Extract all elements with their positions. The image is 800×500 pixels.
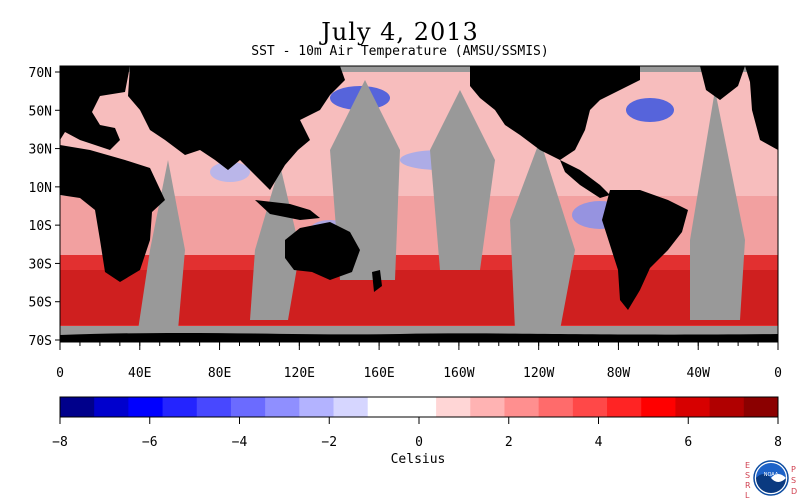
colorbar-tick-label: 2 [505,435,513,450]
lon-tick-label: 120W [523,366,554,381]
figure-title: July 4, 2013 [321,18,479,46]
land-greenland [700,66,745,100]
colorbar-cell [367,397,403,417]
latitude-axis: 70N 50N 30N 10N 10S 30S 50S 70S [29,66,61,349]
colorbar-cell [607,397,642,417]
colorbar-tick-label: −4 [232,435,248,450]
nodata-swath [690,90,745,320]
lon-tick-label: 40W [686,366,710,381]
colorbar: −8 −6 −4 −2 0 2 4 6 8 [52,396,782,450]
logo-letter-s: S [745,471,750,480]
colorbar-cell [675,397,711,417]
colorbar-cell [94,397,129,417]
nodata-swath [430,90,495,270]
longitude-axis: 0 40E 80E 120E 160E 160W 120W 80W 40W 0 [56,342,782,381]
land-south-america [602,190,688,310]
colorbar-tick-label: 8 [774,435,782,450]
noaa-seal-text: NOAA [764,472,779,478]
lat-tick-label: 50S [29,296,52,311]
land-central-america [560,160,610,198]
lon-tick-label: 80W [607,366,631,381]
colorbar-cell [743,397,779,417]
lat-tick-label: 10S [29,219,52,234]
nodata-swath [510,140,575,330]
colorbar-cell [504,397,540,417]
lon-tick-label: 80E [208,366,231,381]
lat-tick-label: 70N [29,66,52,81]
figure-subtitle: SST - 10m Air Temperature (AMSU/SSMIS) [251,44,549,59]
colorbar-cell [196,397,232,417]
colorbar-cell [436,397,471,417]
colorbar-cell [470,397,505,417]
colorbar-cell [162,397,198,417]
colorbar-cell [333,397,369,417]
logo-letter-r: R [745,481,751,490]
colorbar-cell [641,397,676,417]
lon-tick-label: 120E [284,366,315,381]
map-panel [59,65,779,343]
lon-tick-label: 0 [56,366,64,381]
cold-anomaly-patch [210,162,250,182]
colorbar-cell [709,397,745,417]
colorbar-cell [401,397,437,417]
colorbar-cell [572,397,608,417]
colorbar-cell [60,397,95,417]
lat-tick-label: 30N [29,143,52,158]
colorbar-label: Celsius [390,452,446,467]
colorbar-tick-label: −6 [142,435,158,450]
noaa-esrl-logo: E S R L P S D NOAA [745,460,797,500]
land-africa [60,145,165,282]
colorbar-tick-label: −2 [321,435,337,450]
colorbar-cell [128,397,164,417]
land-europe [60,66,130,150]
colorbar-cell [538,397,574,417]
logo-letter-p: P [791,465,796,474]
colorbar-cell [265,397,300,417]
lat-tick-label: 10N [29,181,52,196]
colorbar-tick-label: 6 [684,435,692,450]
land-europe-east [745,66,778,150]
lat-tick-label: 50N [29,104,52,119]
land-asia [128,66,345,190]
lon-tick-label: 160E [363,366,394,381]
logo-letter-s2: S [791,476,796,485]
colorbar-tick-label: 4 [595,435,603,450]
logo-letter-l: L [745,491,750,500]
logo-letter-e: E [745,461,750,470]
lon-tick-label: 160W [443,366,474,381]
nodata-swath [138,160,185,330]
nodata-swath [330,80,400,280]
land-indonesia [255,200,320,220]
land-australia [285,222,360,280]
land-antarctica [60,332,778,342]
lon-tick-label: 40E [128,366,151,381]
colorbar-cell [299,397,335,417]
lat-tick-label: 70S [29,334,52,349]
colorbar-tick-label: 0 [415,435,423,450]
cold-anomaly-patch [626,98,674,122]
colorbar-cell [230,397,266,417]
lat-tick-label: 30S [29,257,52,272]
lon-tick-label: 0 [774,366,782,381]
colorbar-tick-label: −8 [52,435,68,450]
land-north-america [470,66,640,160]
logo-letter-d: D [791,487,797,496]
land-new-zealand [372,270,382,292]
